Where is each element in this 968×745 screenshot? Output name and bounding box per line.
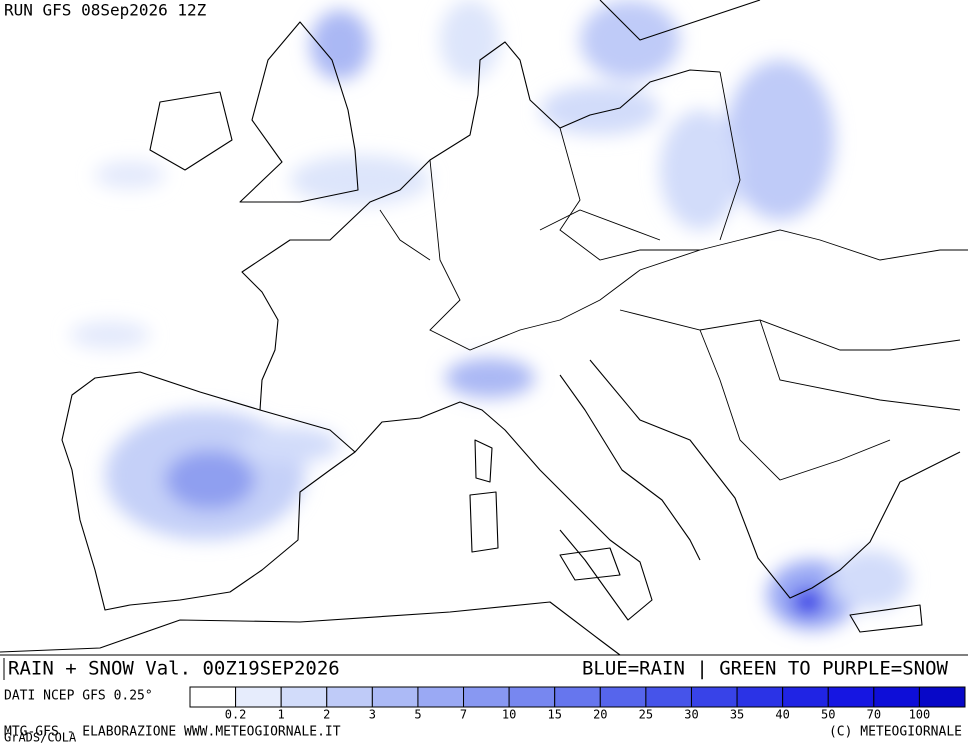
colorbar-tick: 2 (323, 708, 330, 722)
colorbar-box (508, 686, 556, 708)
footer-right: (C) METEOGIORNALE (829, 725, 962, 740)
colorbar-box (371, 686, 419, 708)
colorbar-box (827, 686, 875, 708)
borders (379, 71, 968, 481)
colorbar-tick: 20 (593, 708, 607, 722)
colorbar-box (645, 686, 692, 708)
colorbar-tick: 10 (502, 708, 516, 722)
footer-left: MTG-GFS - ELABORAZIONE WWW.METEOGIORNALE… (4, 725, 341, 740)
colorbar-label: DATI NCEP GFS 0.25° (4, 689, 153, 704)
colorbar-tick: 25 (639, 708, 653, 722)
colorbar-box (918, 686, 966, 708)
colorbar-tick: 5 (414, 708, 421, 722)
colorbar-box (235, 686, 282, 708)
colorbar: 0.2 1 2 3 5 7 10 15 20 25 30 35 40 50 70 100 (189, 686, 966, 722)
colorbar-tick: 7 (460, 708, 467, 722)
colorbar-tick: 3 (369, 708, 376, 722)
colorbar-box (736, 686, 784, 708)
coastlines (0, 0, 961, 656)
colorbar-tick: 1 (278, 708, 285, 722)
colorbar-box (189, 686, 237, 708)
colorbar-box (463, 686, 510, 708)
colorbar-tick: 50 (821, 708, 835, 722)
colorbar-tick: 70 (867, 708, 881, 722)
colorbar-tick: 40 (775, 708, 789, 722)
colorbar-box (690, 686, 738, 708)
run-label: RUN GFS 08Sep2026 12Z (4, 1, 207, 20)
colorbar-box (417, 686, 465, 708)
colorbar-box (554, 686, 601, 708)
colorbar-box (326, 686, 373, 708)
colorbar-box (873, 686, 920, 708)
colorbar-tick: 30 (684, 708, 698, 722)
colorbar-box (782, 686, 829, 708)
colorbar-tick: 100 (909, 708, 931, 722)
colorbar-tick: 15 (547, 708, 561, 722)
colorbar-box (280, 686, 328, 708)
legend-title: RAIN + SNOW Val. 00Z19SEP2026 (8, 658, 340, 680)
colorbar-box (599, 686, 647, 708)
legend-subtitle: BLUE=RAIN | GREEN TO PURPLE=SNOW (582, 658, 949, 680)
colorbar-tick: 35 (730, 708, 744, 722)
header-bg (0, 0, 248, 22)
footer-credit: GrADS/COLA (4, 731, 77, 745)
colorbar-tick: 0.2 (225, 708, 247, 722)
